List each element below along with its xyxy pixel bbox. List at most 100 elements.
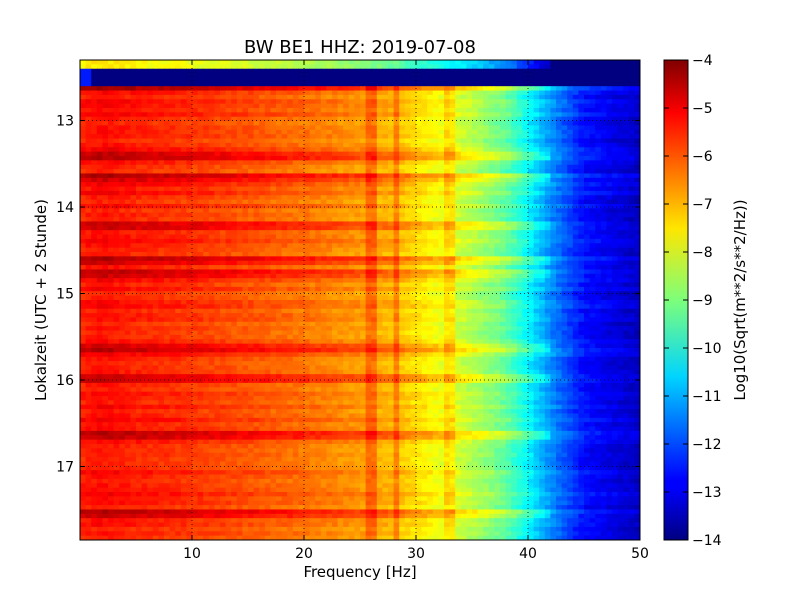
heatmap-cell — [298, 273, 305, 279]
heatmap-cell — [449, 142, 456, 148]
heatmap-cell — [85, 190, 92, 196]
heatmap-cell — [388, 265, 395, 271]
heatmap-cell — [494, 247, 501, 253]
heatmap-cell — [343, 60, 350, 65]
heatmap-cell — [623, 212, 630, 218]
heatmap-cell — [438, 90, 445, 96]
heatmap-cell — [141, 212, 148, 218]
heatmap-cell — [332, 247, 339, 253]
heatmap-cell — [158, 151, 165, 157]
heatmap-cell — [595, 142, 602, 148]
heatmap-cell — [572, 247, 579, 253]
heatmap-cell — [298, 99, 305, 105]
heatmap-cell — [550, 234, 557, 240]
heatmap-cell — [309, 142, 316, 148]
heatmap-cell — [382, 230, 389, 236]
heatmap-cell — [427, 81, 434, 87]
heatmap-cell — [393, 147, 400, 153]
heatmap-cell — [108, 81, 115, 87]
heatmap-cell — [259, 86, 266, 92]
heatmap-cell — [164, 160, 171, 166]
heatmap-cell — [600, 60, 607, 65]
heatmap-cell — [343, 156, 350, 161]
heatmap-cell — [332, 142, 339, 148]
heatmap-cell — [393, 138, 400, 144]
heatmap-cell — [371, 108, 378, 113]
heatmap-cell — [220, 247, 227, 253]
heatmap-cell — [119, 116, 126, 122]
heatmap-cell — [253, 103, 260, 109]
heatmap-cell — [427, 116, 434, 122]
heatmap-cell — [617, 99, 624, 105]
heatmap-cell — [102, 77, 109, 83]
heatmap-cell — [326, 269, 333, 275]
heatmap-cell — [494, 147, 501, 153]
heatmap-cell — [113, 90, 120, 96]
heatmap-cell — [242, 199, 249, 205]
heatmap-cell — [371, 234, 378, 240]
heatmap-cell — [259, 269, 266, 275]
heatmap-cell — [315, 73, 322, 79]
heatmap-cell — [533, 151, 540, 157]
heatmap-cell — [231, 243, 238, 249]
heatmap-cell — [477, 156, 484, 161]
heatmap-cell — [315, 252, 322, 257]
heatmap-cell — [572, 73, 579, 79]
heatmap-cell — [309, 273, 316, 279]
heatmap-cell — [477, 204, 484, 209]
heatmap-cell — [236, 221, 243, 227]
heatmap-cell — [91, 94, 98, 100]
heatmap-cell — [567, 182, 574, 188]
heatmap-cell — [483, 195, 490, 201]
heatmap-cell — [595, 265, 602, 271]
heatmap-cell — [169, 112, 176, 118]
heatmap-cell — [119, 164, 126, 170]
heatmap-cell — [315, 169, 322, 175]
heatmap-cell — [124, 73, 131, 79]
heatmap-cell — [634, 169, 640, 175]
heatmap-cell — [612, 225, 619, 231]
heatmap-cell — [113, 273, 120, 279]
heatmap-cell — [259, 217, 266, 223]
heatmap-cell — [315, 160, 322, 166]
heatmap-cell — [539, 225, 546, 231]
heatmap-cell — [628, 177, 635, 183]
heatmap-cell — [292, 64, 299, 70]
heatmap-cell — [343, 147, 350, 153]
heatmap-cell — [365, 156, 372, 161]
heatmap-cell — [236, 68, 243, 74]
heatmap-cell — [197, 217, 204, 223]
heatmap-cell — [147, 169, 154, 175]
heatmap-cell — [124, 265, 131, 271]
heatmap-cell — [236, 247, 243, 253]
heatmap-cell — [141, 160, 148, 166]
heatmap-cell — [332, 217, 339, 223]
heatmap-cell — [298, 256, 305, 262]
heatmap-cell — [298, 204, 305, 209]
heatmap-cell — [533, 182, 540, 188]
heatmap-cell — [136, 204, 143, 209]
heatmap-cell — [500, 243, 507, 249]
heatmap-cell — [130, 147, 137, 153]
heatmap-cell — [343, 190, 350, 196]
heatmap-cell — [147, 273, 154, 279]
heatmap-cell — [595, 260, 602, 266]
heatmap-cell — [488, 108, 495, 113]
heatmap-cell — [281, 230, 288, 236]
heatmap-cell — [399, 121, 406, 127]
heatmap-cell — [376, 225, 383, 231]
heatmap-cell — [102, 68, 109, 74]
heatmap-cell — [612, 77, 619, 83]
heatmap-cell — [416, 169, 423, 175]
heatmap-cell — [158, 190, 165, 196]
heatmap-cell — [533, 273, 540, 279]
heatmap-cell — [455, 116, 462, 122]
heatmap-cell — [589, 221, 596, 227]
heatmap-cell — [270, 164, 277, 170]
heatmap-cell — [572, 190, 579, 196]
heatmap-cell — [388, 151, 395, 157]
heatmap-cell — [488, 195, 495, 201]
heatmap-cell — [270, 138, 277, 144]
heatmap-cell — [96, 64, 103, 70]
heatmap-cell — [124, 77, 131, 83]
